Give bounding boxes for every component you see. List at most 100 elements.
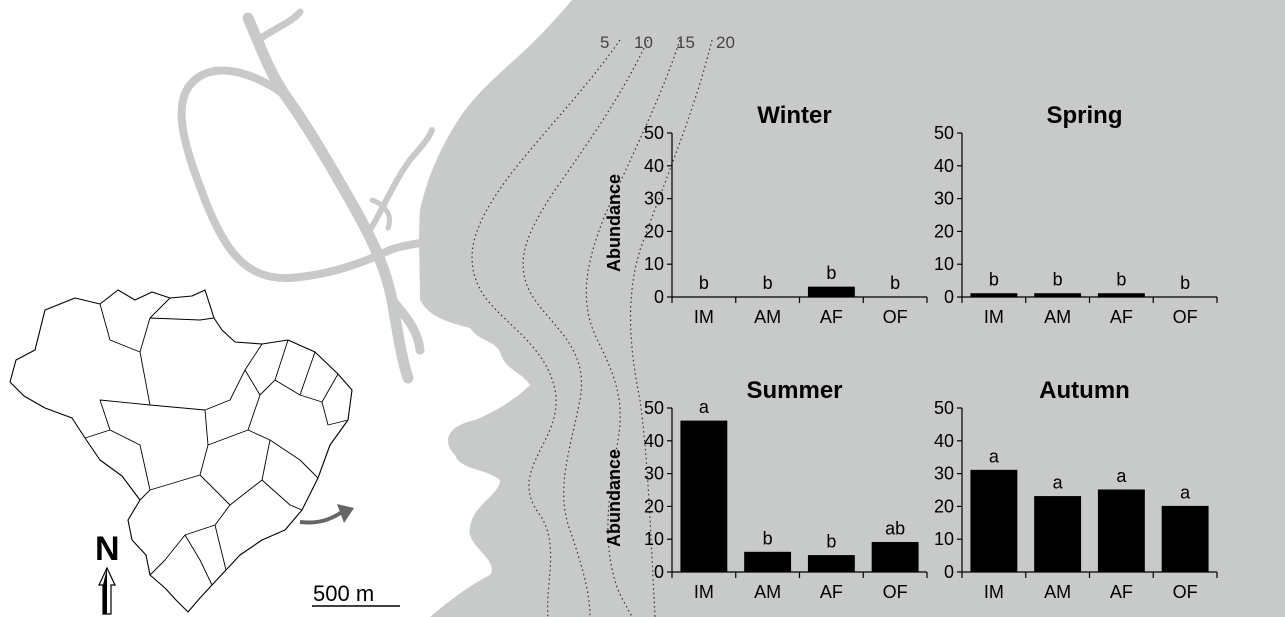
y-tick-label: 0 xyxy=(944,562,954,582)
bar-letter-label: b xyxy=(699,273,709,293)
bar-im xyxy=(970,469,1018,573)
chart-title: Autumn xyxy=(1039,377,1130,404)
depth-label-5: 5 xyxy=(600,33,609,52)
y-tick-label: 30 xyxy=(644,189,664,209)
y-tick-label: 20 xyxy=(644,221,664,241)
x-category-label: IM xyxy=(984,307,1004,327)
bar-im xyxy=(680,420,728,573)
y-axis-label: Abundance xyxy=(604,174,624,272)
bar-letter-label: b xyxy=(989,270,999,290)
depth-label-20: 20 xyxy=(716,33,735,52)
y-axis-label: Abundance xyxy=(604,449,624,547)
river-side-channel xyxy=(369,197,392,231)
depth-contour-15 xyxy=(585,39,681,617)
x-category-label: IM xyxy=(984,582,1004,602)
chart-spring: Spring 0 10 20 30 40 50 b IM b AM b AF b OF xyxy=(934,102,1218,327)
y-tick-label: 40 xyxy=(934,156,954,176)
y-tick-label: 0 xyxy=(654,287,664,307)
x-category-label: OF xyxy=(883,307,908,327)
bar-letter-label: a xyxy=(1053,473,1064,493)
x-category-label: AM xyxy=(1044,582,1071,602)
x-category-label: AF xyxy=(820,307,843,327)
y-tick-label: 20 xyxy=(934,496,954,516)
bar-af xyxy=(1097,293,1145,298)
y-tick-label: 10 xyxy=(934,254,954,274)
north-label: N xyxy=(95,530,120,568)
depth-contour-10 xyxy=(522,39,649,617)
river-mouth xyxy=(387,295,425,355)
y-tick-label: 0 xyxy=(654,562,664,582)
north-arrow-shade xyxy=(103,568,107,614)
scale-label: 500 m xyxy=(313,581,374,606)
depth-contour-20 xyxy=(629,39,713,617)
river-upper-branch xyxy=(254,8,304,44)
chart-title: Winter xyxy=(757,102,831,129)
bar-letter-label: b xyxy=(763,528,773,548)
x-category-label: AF xyxy=(1110,582,1133,602)
y-tick-label: 10 xyxy=(644,529,664,549)
chart-autumn: Autumn 0 10 20 30 40 50 a IM a AM a AF a OF xyxy=(934,377,1218,602)
bar-letter-label: b xyxy=(826,532,836,552)
chart-title: Summer xyxy=(746,377,842,404)
x-category-label: IM xyxy=(694,307,714,327)
chart-winter: Winter 0 10 20 30 40 50 Abundance b IM b AM b AF b OF xyxy=(604,102,928,327)
y-tick-label: 50 xyxy=(644,398,664,418)
bar-of xyxy=(1161,505,1209,573)
bar-am xyxy=(1034,496,1082,573)
x-category-label: AM xyxy=(754,307,781,327)
bar-letter-label: b xyxy=(1180,273,1190,293)
x-category-label: OF xyxy=(1173,582,1198,602)
x-category-label: OF xyxy=(883,582,908,602)
y-tick-label: 20 xyxy=(934,221,954,241)
bar-am xyxy=(1034,293,1082,298)
river-loop xyxy=(177,66,429,283)
y-tick-label: 30 xyxy=(644,464,664,484)
bar-letter-label: a xyxy=(989,446,1000,466)
bar-letter-label: b xyxy=(1053,270,1063,290)
depth-label-10: 10 xyxy=(634,33,653,52)
river-east-branch xyxy=(367,127,435,233)
bar-letter-label: b xyxy=(1116,270,1126,290)
brazil-inset-map xyxy=(9,289,353,613)
depth-contour-5 xyxy=(471,39,621,617)
bar-af xyxy=(1097,489,1145,573)
bar-letter-label: a xyxy=(1116,466,1127,486)
sea-area xyxy=(419,0,1285,617)
y-tick-label: 40 xyxy=(644,156,664,176)
y-tick-label: 40 xyxy=(644,431,664,451)
y-tick-label: 10 xyxy=(644,254,664,274)
x-category-label: AM xyxy=(1044,307,1071,327)
bar-af xyxy=(807,286,855,298)
x-category-label: OF xyxy=(1173,307,1198,327)
y-tick-label: 10 xyxy=(934,529,954,549)
y-tick-label: 50 xyxy=(934,123,954,143)
brazil-state-borders xyxy=(84,297,349,586)
river-main xyxy=(242,12,414,384)
bar-letter-label: a xyxy=(699,397,710,417)
bar-letter-label: b xyxy=(826,263,836,283)
chart-title: Spring xyxy=(1047,102,1123,129)
y-tick-label: 30 xyxy=(934,464,954,484)
location-arrow xyxy=(299,510,344,525)
y-tick-label: 50 xyxy=(934,398,954,418)
x-category-label: AF xyxy=(1110,307,1133,327)
x-category-label: AF xyxy=(820,582,843,602)
x-category-label: IM xyxy=(694,582,714,602)
bar-im xyxy=(970,293,1018,298)
y-tick-label: 20 xyxy=(644,496,664,516)
brazil-outline xyxy=(9,289,353,613)
bar-am xyxy=(744,551,792,573)
bar-letter-label: ab xyxy=(885,518,905,538)
y-tick-label: 30 xyxy=(934,189,954,209)
y-tick-label: 40 xyxy=(934,431,954,451)
bar-letter-label: a xyxy=(1180,482,1191,502)
bar-letter-label: b xyxy=(890,273,900,293)
chart-summer: Summer 0 10 20 30 40 50 Abundance a IM b AM b AF ab OF xyxy=(604,377,928,602)
bar-of xyxy=(871,541,919,573)
charts-group: Winter 0 10 20 30 40 50 Abundance b IM b AM b AF b OF Sp… xyxy=(604,102,1218,602)
bar-letter-label: b xyxy=(763,273,773,293)
depth-label-15: 15 xyxy=(676,33,695,52)
location-arrowhead xyxy=(337,504,354,523)
